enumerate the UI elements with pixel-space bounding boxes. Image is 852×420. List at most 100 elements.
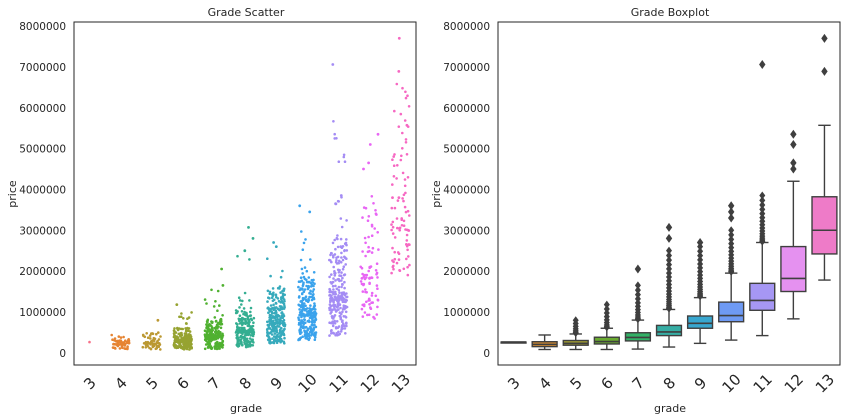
scatter-point [117, 343, 120, 347]
scatter-point [308, 316, 312, 320]
scatter-point [204, 334, 207, 338]
scatter-point [342, 273, 346, 277]
scatter-point [345, 219, 348, 222]
scatter-point [175, 303, 179, 306]
scatter-point [391, 196, 394, 200]
scatter-point [189, 334, 192, 338]
boxplot-xtick-label: 9 [691, 374, 710, 393]
scatter-point [243, 310, 246, 314]
scatter-point [249, 334, 252, 337]
scatter-point [266, 257, 269, 261]
scatter-point [236, 254, 239, 258]
scatter-point [331, 63, 335, 66]
boxplot-chart: Grade Boxplot grade price 0 1000000 200000… [430, 6, 841, 415]
scatter-point [393, 257, 397, 261]
scatter-point [396, 199, 400, 202]
box-flier [665, 222, 673, 232]
scatter-point [304, 325, 308, 329]
scatter-point [397, 70, 401, 73]
scatter-point [304, 238, 307, 241]
scatter-point [402, 219, 406, 223]
scatter-point [174, 344, 178, 347]
scatter-point [336, 302, 340, 306]
scatter-point [244, 334, 247, 337]
scatter-point [404, 96, 408, 100]
box-flier [634, 290, 641, 299]
scatter-point [392, 264, 395, 268]
scatter-point [267, 326, 271, 330]
scatter-point [218, 304, 221, 307]
scatter-point [297, 285, 300, 289]
scatter-point [242, 307, 246, 310]
scatter-point [302, 320, 305, 324]
scatter-point [335, 258, 338, 262]
scatter-point [251, 237, 255, 240]
scatter-point [158, 343, 162, 346]
scatter-point [328, 303, 332, 306]
scatter-point [338, 303, 342, 306]
scatter-point [189, 344, 192, 348]
scatter-point [375, 273, 378, 276]
scatter-point [273, 311, 276, 315]
scatter-point [188, 348, 191, 351]
scatter-point [376, 231, 380, 234]
scatter-point [281, 269, 284, 273]
scatter-point [364, 241, 367, 245]
scatter-point [280, 337, 283, 341]
scatter-point [173, 327, 176, 330]
scatter-point [214, 333, 217, 336]
scatter-point [312, 333, 316, 337]
scatter-point [178, 338, 181, 342]
scatter-point [248, 258, 251, 261]
box-flier [634, 286, 641, 295]
boxplot-ytick-label: 6000000 [443, 103, 490, 115]
box-flier [821, 33, 828, 43]
boxplot-ytick-label: 3000000 [443, 225, 490, 237]
scatter-point [375, 284, 379, 287]
scatter-point [307, 276, 311, 279]
scatter-point [298, 329, 301, 332]
scatter-point [397, 125, 401, 128]
scatter-ytick-label: 1000000 [19, 307, 66, 319]
scatter-point [274, 293, 278, 297]
scatter-point [370, 276, 374, 280]
scatter-point [183, 341, 187, 344]
scatter-point [276, 338, 280, 342]
boxplot-ytick-label: 7000000 [443, 62, 490, 74]
scatter-point [303, 266, 307, 269]
scatter-point [211, 334, 215, 337]
scatter-point [368, 303, 371, 306]
scatter-point [370, 291, 374, 295]
scatter-ytick-label: 7000000 [19, 62, 66, 74]
scatter-point [273, 332, 277, 335]
scatter-point [401, 131, 404, 135]
scatter-point [268, 332, 272, 335]
box-flier [666, 256, 672, 265]
scatter-point [298, 331, 302, 335]
scatter-point [334, 284, 337, 288]
scatter-point [122, 335, 125, 339]
box-flier [697, 247, 704, 256]
scatter-point [401, 197, 404, 200]
scatter-point [269, 304, 273, 307]
scatter-point [210, 347, 213, 351]
box-flier [728, 226, 735, 235]
scatter-point [391, 183, 394, 186]
scatter-point [398, 269, 402, 273]
scatter-point [337, 261, 341, 265]
scatter-point [302, 290, 306, 294]
box-flier [790, 158, 797, 168]
scatter-point [362, 167, 365, 171]
scatter-point [314, 335, 317, 339]
scatter-point [305, 280, 309, 284]
scatter-point [182, 344, 186, 347]
scatter-point [345, 324, 348, 328]
scatter-point [221, 284, 225, 287]
scatter-point [367, 299, 370, 302]
scatter-point [367, 235, 370, 239]
scatter-point [404, 141, 408, 144]
scatter-point [403, 184, 407, 188]
scatter-point [341, 276, 344, 280]
box-3 [500, 341, 527, 344]
scatter-point [174, 331, 178, 334]
